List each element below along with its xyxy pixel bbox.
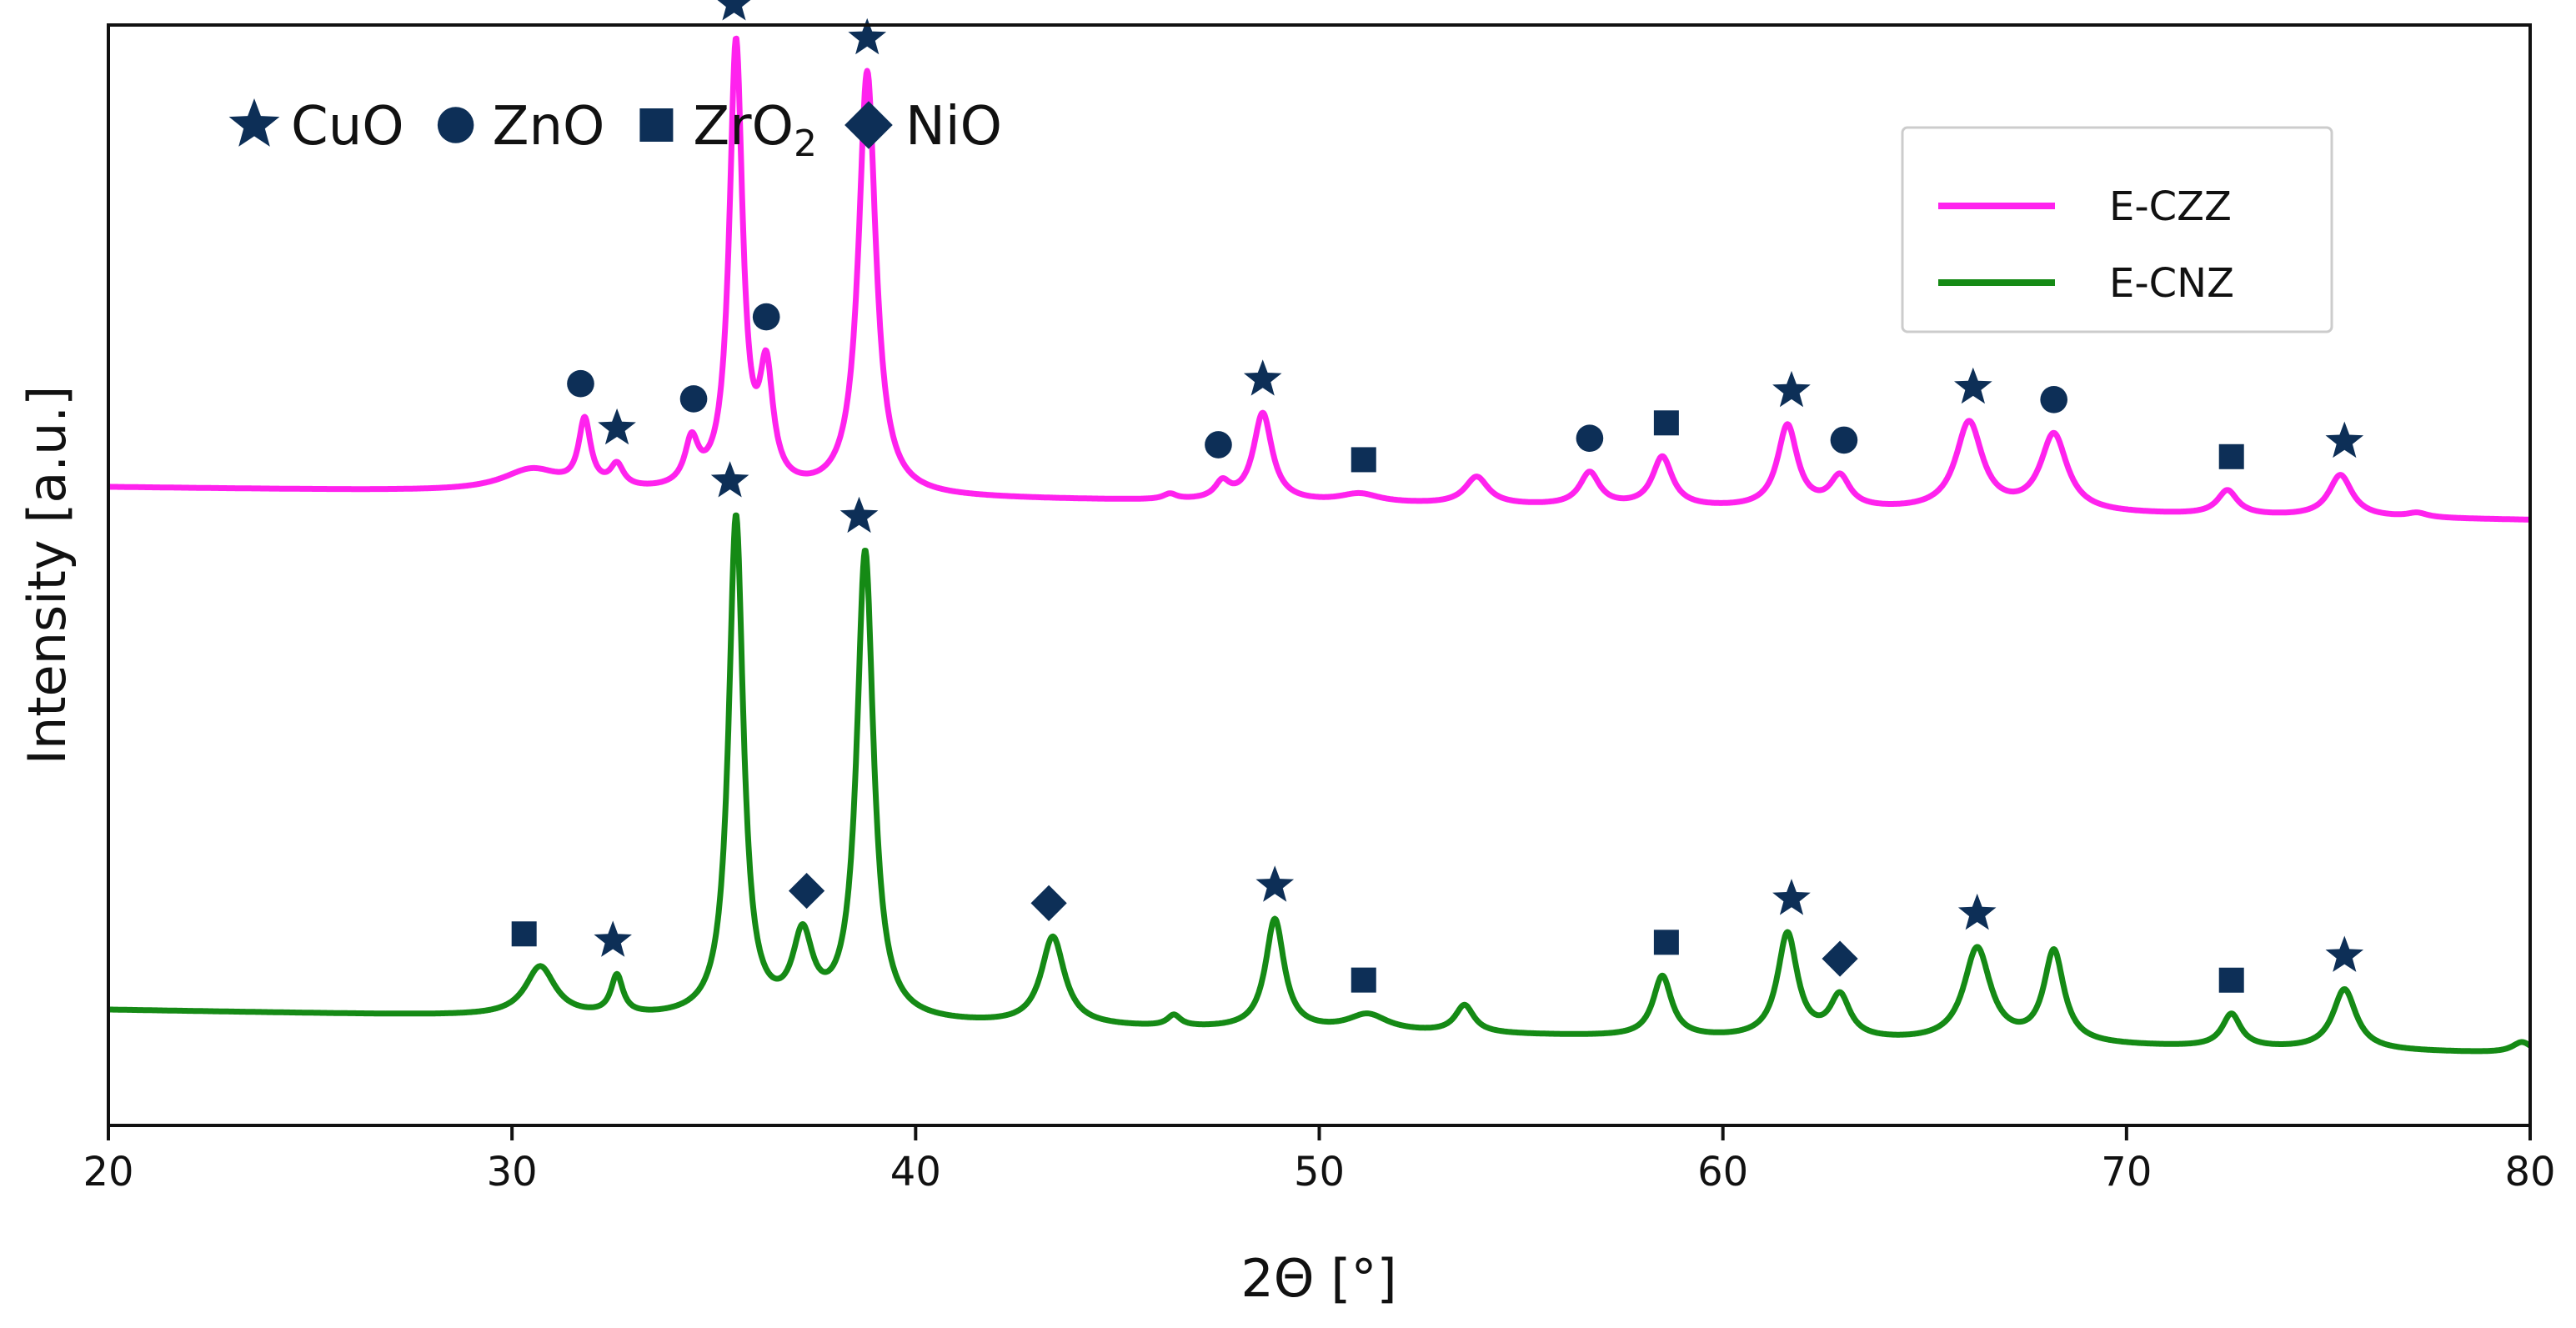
legend-label-e-cnz: E-CNZ bbox=[2109, 260, 2234, 307]
x-tick-label: 20 bbox=[83, 1149, 133, 1195]
phase-legend-diamond-icon bbox=[844, 101, 893, 149]
peak-marker-star bbox=[1255, 865, 1295, 902]
phase-legend-circle-icon bbox=[437, 107, 474, 143]
peak-marker-square bbox=[2218, 967, 2244, 993]
peak-marker-square bbox=[2218, 444, 2244, 469]
x-tick-label: 30 bbox=[487, 1149, 538, 1195]
peak-marker-star bbox=[848, 18, 887, 55]
x-tick-label: 80 bbox=[2504, 1149, 2555, 1195]
peak-marker-star bbox=[1772, 879, 1811, 915]
peak-marker-star bbox=[710, 461, 749, 498]
peak-marker-diamond bbox=[1822, 940, 1858, 977]
peak-marker-star bbox=[2325, 935, 2364, 972]
peak-marker-circle bbox=[1830, 426, 1858, 454]
peak-marker-star bbox=[2325, 421, 2364, 459]
x-tick-label: 50 bbox=[1294, 1149, 1345, 1195]
peak-marker-circle bbox=[679, 385, 708, 413]
peak-marker-square bbox=[1653, 930, 1679, 955]
x-tick-label: 60 bbox=[1697, 1149, 1748, 1195]
series-line-e-cnz bbox=[106, 512, 2533, 1055]
peak-marker-circle bbox=[1205, 431, 1232, 459]
peak-marker-star bbox=[1243, 359, 1282, 396]
peak-marker-circle bbox=[2040, 385, 2068, 413]
x-tick-label: 70 bbox=[2101, 1149, 2152, 1195]
phase-legend-label: CuO bbox=[291, 96, 404, 158]
peak-marker-circle bbox=[1576, 424, 1604, 453]
x-tick-label: 40 bbox=[890, 1149, 941, 1195]
peak-marker-star bbox=[594, 920, 632, 957]
peak-marker-diamond bbox=[789, 872, 825, 910]
peak-marker-star bbox=[1954, 367, 1992, 404]
peak-marker-square bbox=[1351, 967, 1376, 993]
peak-marker-circle bbox=[567, 369, 594, 398]
peak-marker-square bbox=[511, 921, 537, 947]
phase-legend-square-icon bbox=[639, 108, 674, 142]
phase-legend-star-icon bbox=[228, 98, 280, 147]
peak-marker-star bbox=[1957, 893, 1997, 930]
peak-marker-square bbox=[1351, 447, 1376, 473]
peak-marker-circle bbox=[752, 303, 780, 331]
phase-legend-label: ZnO bbox=[493, 96, 605, 158]
series-legend: E-CZZ E-CNZ bbox=[1901, 126, 2333, 333]
series-line-e-czz bbox=[106, 35, 2533, 523]
phase-legend-label: NiO bbox=[905, 96, 1002, 158]
peak-marker-diamond bbox=[1030, 884, 1067, 921]
peak-marker-star bbox=[717, 0, 751, 21]
peak-marker-star bbox=[839, 496, 879, 534]
phase-legend: CuO ZnO ZrO2 NiO bbox=[228, 96, 1002, 165]
peak-marker-square bbox=[1653, 410, 1679, 436]
phase-legend-label: ZrO2 bbox=[693, 96, 817, 165]
y-axis-title: Intensity [a.u.] bbox=[17, 386, 78, 765]
peak-marker-star bbox=[598, 408, 636, 445]
x-axis-title: 2Θ [°] bbox=[1240, 1248, 1396, 1309]
peak-marker-star bbox=[1772, 370, 1811, 408]
legend-label-e-czz: E-CZZ bbox=[2109, 183, 2232, 230]
